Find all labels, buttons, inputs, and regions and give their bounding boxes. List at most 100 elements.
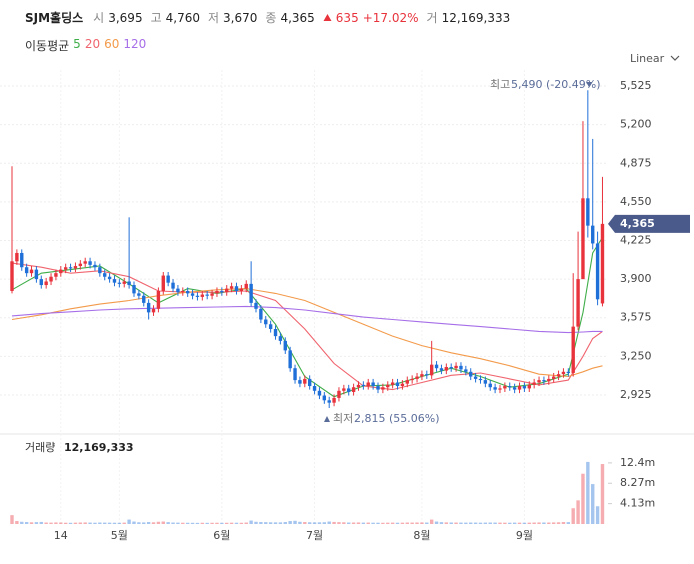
candle-body — [112, 279, 117, 283]
volume-bar — [132, 521, 136, 524]
volume-bar — [464, 522, 468, 524]
candle-body — [39, 279, 43, 286]
low-value: 3,670 — [223, 10, 258, 25]
volume-bar — [93, 522, 97, 524]
candle-body — [44, 281, 48, 286]
candle-body — [322, 395, 327, 401]
close-label: 종 — [265, 11, 277, 25]
volume-total: 12,169,333 — [64, 441, 134, 454]
candle-body — [68, 267, 73, 269]
x-tick-label: 5월 — [111, 529, 128, 542]
volume-bar — [361, 522, 366, 524]
volume-bar — [156, 521, 161, 524]
candle-body — [166, 275, 170, 283]
candle-body — [83, 261, 87, 264]
candle-body — [259, 308, 263, 320]
y-tick-label: 3,575 — [620, 311, 652, 324]
candle-body — [376, 386, 380, 390]
volume-bar — [508, 522, 512, 524]
volume-bar — [512, 522, 517, 524]
candle-body — [273, 329, 278, 337]
up-arrow — [323, 14, 332, 21]
volume-bar — [264, 522, 268, 524]
volume-bar — [273, 522, 278, 524]
candle-body — [93, 264, 97, 268]
volume-tick-label: 8.27m — [620, 476, 655, 489]
candle-body — [78, 263, 83, 267]
volume-title: 거래량 — [25, 441, 55, 454]
volume-bar — [39, 521, 43, 524]
candle-body — [190, 293, 195, 296]
volume-bar — [283, 522, 287, 524]
y-tick-label: 4,550 — [620, 195, 652, 208]
ma-legend: 이동평균 5 20 60 120 — [25, 37, 146, 54]
candle-body — [225, 288, 229, 293]
candle-body — [342, 388, 346, 391]
volume-bar — [68, 522, 73, 524]
scale-mode[interactable]: Linear — [630, 52, 665, 65]
volume-bar — [454, 522, 458, 524]
volume-bar — [10, 515, 14, 524]
volume-bar — [49, 522, 53, 524]
volume-bar — [566, 522, 571, 524]
candle-body — [532, 382, 536, 385]
volume-bar — [146, 522, 151, 524]
volume-bar — [429, 519, 434, 524]
volume-bar — [225, 522, 229, 524]
volume-bar — [54, 522, 58, 524]
volume-bar — [332, 521, 336, 524]
candle-body — [254, 302, 258, 309]
candle-body — [293, 368, 297, 381]
candle-body — [337, 390, 341, 398]
volume-bar — [122, 522, 126, 524]
x-tick-label: 8월 — [413, 529, 430, 542]
candle-body — [542, 380, 546, 382]
candle-body — [478, 378, 483, 381]
volume-bar — [24, 522, 29, 524]
candle-body — [327, 400, 331, 403]
volume-bar — [278, 522, 283, 524]
volume-bar — [151, 522, 156, 524]
volume-bar — [254, 521, 258, 524]
last-price-tag — [608, 214, 690, 233]
ma-legend-entry: 20 — [84, 37, 101, 51]
candle-body — [156, 290, 161, 309]
candle-body — [24, 267, 29, 274]
candle-body — [210, 293, 214, 296]
volume-bar — [190, 522, 195, 524]
dropdown-chevron[interactable] — [670, 55, 680, 61]
candle-body — [390, 382, 395, 385]
candle-body — [298, 380, 302, 384]
candle-body — [312, 386, 317, 391]
y-tick-label: 4,875 — [620, 156, 652, 169]
volume-bar — [244, 522, 248, 524]
candle-body — [420, 374, 424, 377]
candle-body — [410, 378, 414, 381]
volume-bar — [356, 522, 361, 524]
candle-body — [591, 225, 595, 244]
candle-body — [307, 378, 312, 387]
volume-bar — [488, 522, 492, 524]
x-tick-label: 6월 — [213, 529, 230, 542]
candle-body — [107, 276, 112, 280]
candle-body — [405, 380, 409, 384]
candle-body — [73, 266, 78, 269]
candle-body — [537, 380, 541, 383]
volume-bar — [298, 521, 302, 524]
x-tick-label: 7월 — [306, 529, 323, 542]
candle-body — [229, 286, 234, 289]
volume-bar — [517, 522, 522, 524]
candle-body — [522, 386, 527, 389]
candle-body — [449, 367, 453, 369]
volume-bar — [371, 522, 375, 524]
volume-bar — [556, 522, 561, 524]
candle-body — [137, 293, 141, 296]
volume-bar — [83, 522, 87, 524]
candle-body — [244, 283, 248, 289]
candle-body — [146, 302, 151, 313]
candle-body — [98, 267, 102, 274]
volume-bar — [327, 521, 331, 524]
candle-body — [454, 365, 458, 369]
volume-bar — [425, 522, 429, 524]
volume-bar — [449, 522, 453, 524]
